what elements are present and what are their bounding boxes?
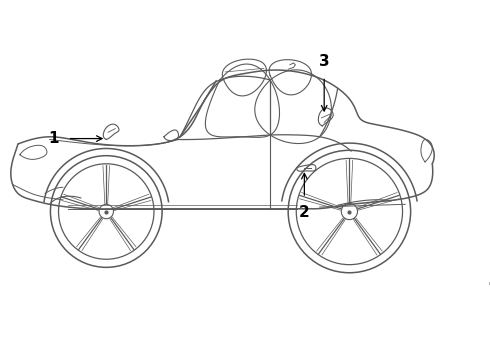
Bar	[446, 212, 490, 241]
Text: 3: 3	[319, 54, 329, 69]
Text: 4: 4	[488, 275, 490, 291]
Text: 2: 2	[299, 205, 310, 220]
Text: 1: 1	[48, 131, 58, 146]
